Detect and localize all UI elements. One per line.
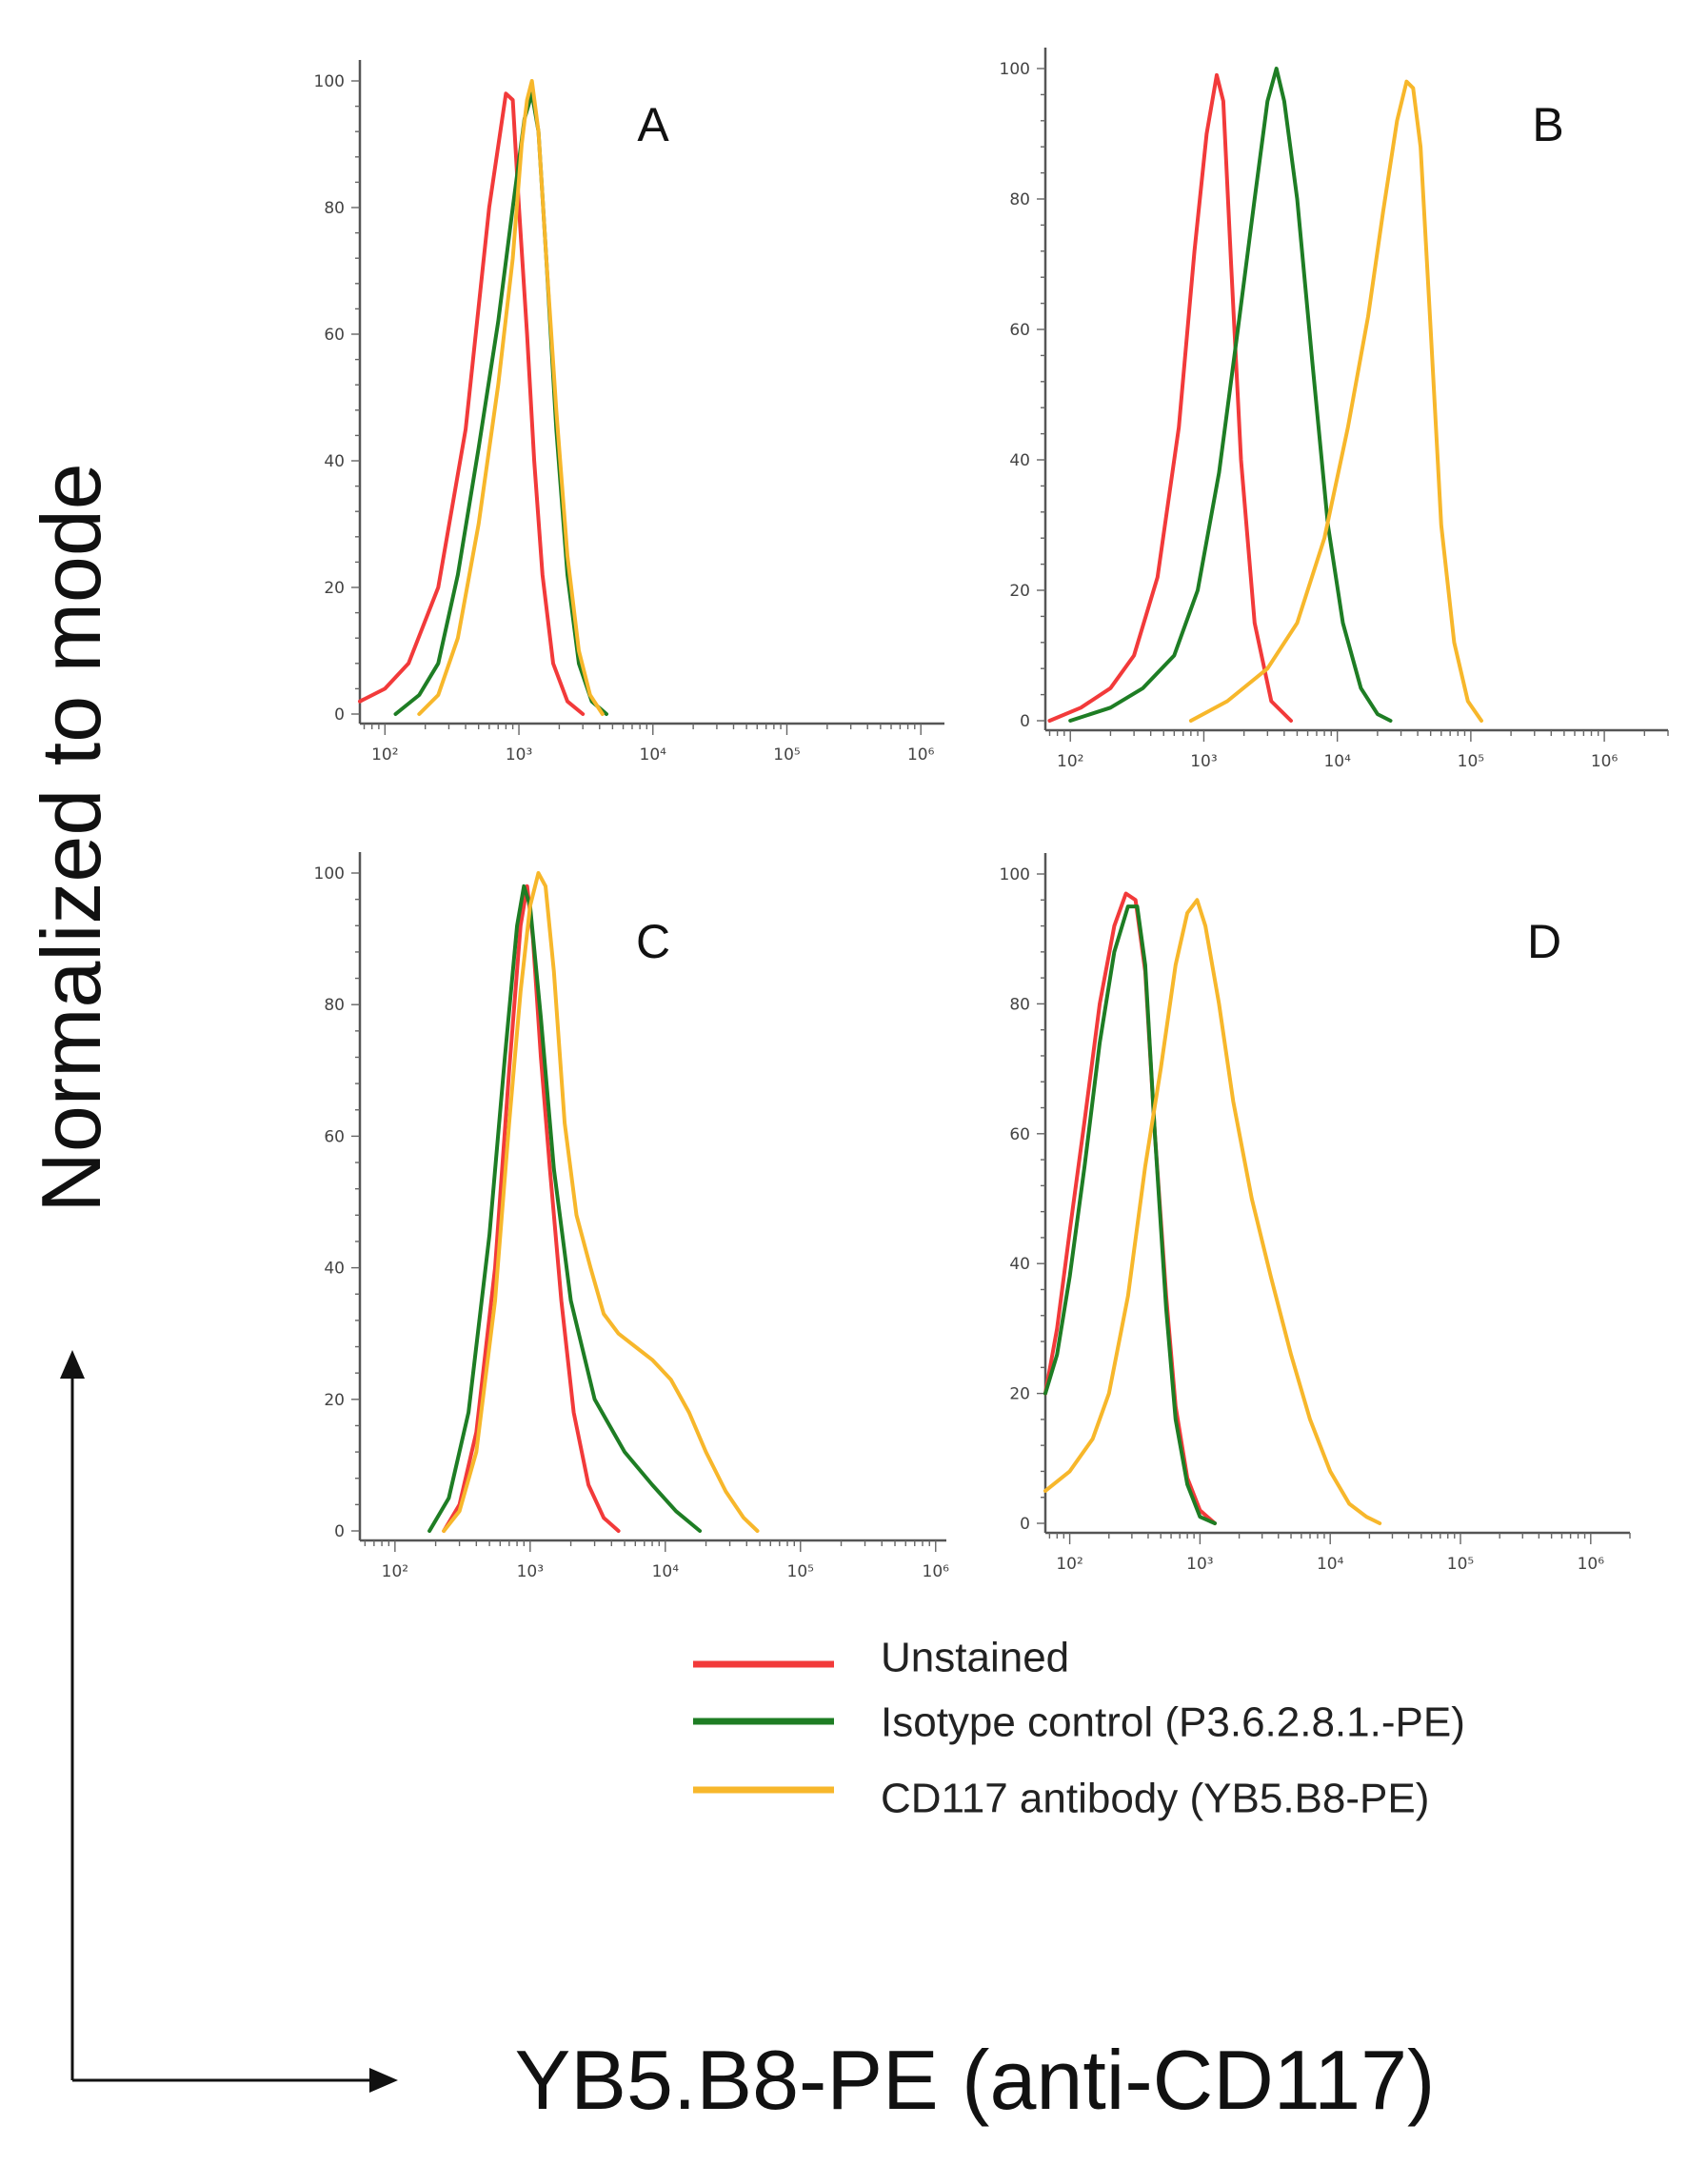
panel-d-xtick-label-3: 10⁵ bbox=[1447, 1555, 1474, 1574]
panel-c-ytick-label-3: 60 bbox=[324, 1127, 345, 1146]
panel-c-curve-unstained bbox=[442, 884, 621, 1533]
panel-a-curve-cd117 bbox=[417, 79, 605, 716]
panel-a-xtick-label-1: 10³ bbox=[506, 745, 532, 765]
panel-c-ytick-label-0: 0 bbox=[334, 1522, 345, 1541]
legend-label-cd117: CD117 antibody (YB5.B8-PE) bbox=[881, 1776, 1429, 1822]
panel-d-xtick-label-1: 10³ bbox=[1186, 1555, 1213, 1574]
panel-d-ytick-label-2: 40 bbox=[1009, 1255, 1030, 1274]
panel-b-xtick-label-0: 10² bbox=[1057, 752, 1083, 771]
panel-b-letter: B bbox=[1532, 98, 1563, 151]
x-arrow bbox=[72, 2068, 398, 2093]
panels: 0 20 40 60 80 100 10² 10³ 10⁴ 10⁵ 10⁶ A 0 20 40 60 80 100… bbox=[314, 48, 1669, 1581]
panel-c-xtick-label-3: 10⁵ bbox=[787, 1562, 814, 1581]
panel-b: 0 20 40 60 80 100 10² 10³ 10⁴ 10⁵ 10⁶ B bbox=[1000, 48, 1669, 771]
panel-c-ytick-label-5: 100 bbox=[314, 864, 345, 884]
legend: Unstained Isotype control (P3.6.2.8.1.-P… bbox=[693, 1635, 1465, 1822]
y-axis-label: Normalized to mode bbox=[24, 463, 118, 1212]
panel-b-ytick-label-5: 100 bbox=[1000, 60, 1030, 79]
panel-b-ytick-label-3: 60 bbox=[1009, 321, 1030, 340]
panel-d-curve-unstained bbox=[1043, 891, 1217, 1525]
panel-a-curve-unstained bbox=[358, 91, 586, 716]
panel-b-ytick-label-1: 20 bbox=[1009, 582, 1030, 601]
panel-d-letter: D bbox=[1527, 915, 1561, 968]
panel-c-xtick-label-1: 10³ bbox=[517, 1562, 544, 1581]
panel-d-ytick-label-5: 100 bbox=[1000, 865, 1030, 884]
panel-b-xtick-label-3: 10⁵ bbox=[1458, 752, 1484, 771]
panel-a-ytick-label-0: 0 bbox=[334, 705, 345, 725]
panel-b-xtick-label-2: 10⁴ bbox=[1323, 752, 1351, 771]
panel-c-ytick-label-4: 80 bbox=[324, 996, 345, 1015]
panel-c-letter: C bbox=[636, 915, 670, 968]
panel-a-ytick-label-2: 40 bbox=[324, 452, 345, 471]
panel-d-ytick-label-1: 20 bbox=[1009, 1385, 1030, 1404]
legend-label-isotype: Isotype control (P3.6.2.8.1.-PE) bbox=[881, 1699, 1465, 1746]
legend-label-unstained: Unstained bbox=[881, 1635, 1069, 1681]
panel-a-xtick-label-4: 10⁶ bbox=[907, 745, 935, 765]
panel-d-ytick-label-4: 80 bbox=[1009, 995, 1030, 1014]
panel-c-curve-cd117 bbox=[442, 871, 760, 1533]
panel-d: 0 20 40 60 80 100 10² 10³ 10⁴ 10⁵ 10⁶ D bbox=[1000, 853, 1631, 1574]
panel-a-xtick-label-0: 10² bbox=[371, 745, 398, 765]
panel-b-curve-unstained bbox=[1047, 72, 1293, 723]
panel-a-xtick-label-3: 10⁵ bbox=[773, 745, 800, 765]
panel-b-xtick-label-4: 10⁶ bbox=[1591, 752, 1619, 771]
panel-c-xtick-label-4: 10⁶ bbox=[923, 1562, 950, 1581]
panel-d-curve-isotype bbox=[1043, 904, 1217, 1525]
panel-c-xtick-label-2: 10⁴ bbox=[652, 1562, 680, 1581]
panel-a-letter: A bbox=[637, 98, 669, 151]
panel-c-ytick-label-2: 40 bbox=[324, 1260, 345, 1279]
panel-a-ytick-label-5: 100 bbox=[314, 72, 345, 91]
panel-b-curve-isotype bbox=[1068, 67, 1393, 723]
panel-b-ytick-label-4: 80 bbox=[1009, 190, 1030, 209]
panel-c-curve-isotype bbox=[427, 884, 703, 1533]
panel-a-xtick-label-2: 10⁴ bbox=[640, 745, 667, 765]
panel-d-ytick-label-0: 0 bbox=[1020, 1515, 1030, 1534]
panel-d-xtick-label-2: 10⁴ bbox=[1317, 1555, 1344, 1574]
panel-c-xtick-label-0: 10² bbox=[382, 1562, 408, 1581]
x-axis-label: YB5.B8-PE (anti-CD117) bbox=[515, 2033, 1436, 2127]
y-arrow bbox=[60, 1350, 85, 2080]
panel-d-curve-cd117 bbox=[1043, 898, 1382, 1525]
panel-b-curve-cd117 bbox=[1188, 79, 1483, 723]
panel-c-ytick-label-1: 20 bbox=[324, 1391, 345, 1410]
panel-b-xtick-label-1: 10³ bbox=[1190, 752, 1217, 771]
panel-a: 0 20 40 60 80 100 10² 10³ 10⁴ 10⁵ 10⁶ A bbox=[314, 60, 944, 765]
panel-b-ytick-label-0: 0 bbox=[1020, 712, 1030, 731]
panel-d-xtick-label-0: 10² bbox=[1056, 1555, 1082, 1574]
panel-c: 0 20 40 60 80 100 10² 10³ 10⁴ 10⁵ 10⁶ C bbox=[314, 852, 950, 1581]
panel-a-ytick-label-4: 80 bbox=[324, 199, 345, 218]
panel-d-xtick-label-4: 10⁶ bbox=[1578, 1555, 1605, 1574]
panel-d-ytick-label-3: 60 bbox=[1009, 1125, 1030, 1144]
panel-a-ytick-label-1: 20 bbox=[324, 579, 345, 598]
panel-a-ytick-label-3: 60 bbox=[324, 326, 345, 345]
panel-b-ytick-label-2: 40 bbox=[1009, 451, 1030, 470]
